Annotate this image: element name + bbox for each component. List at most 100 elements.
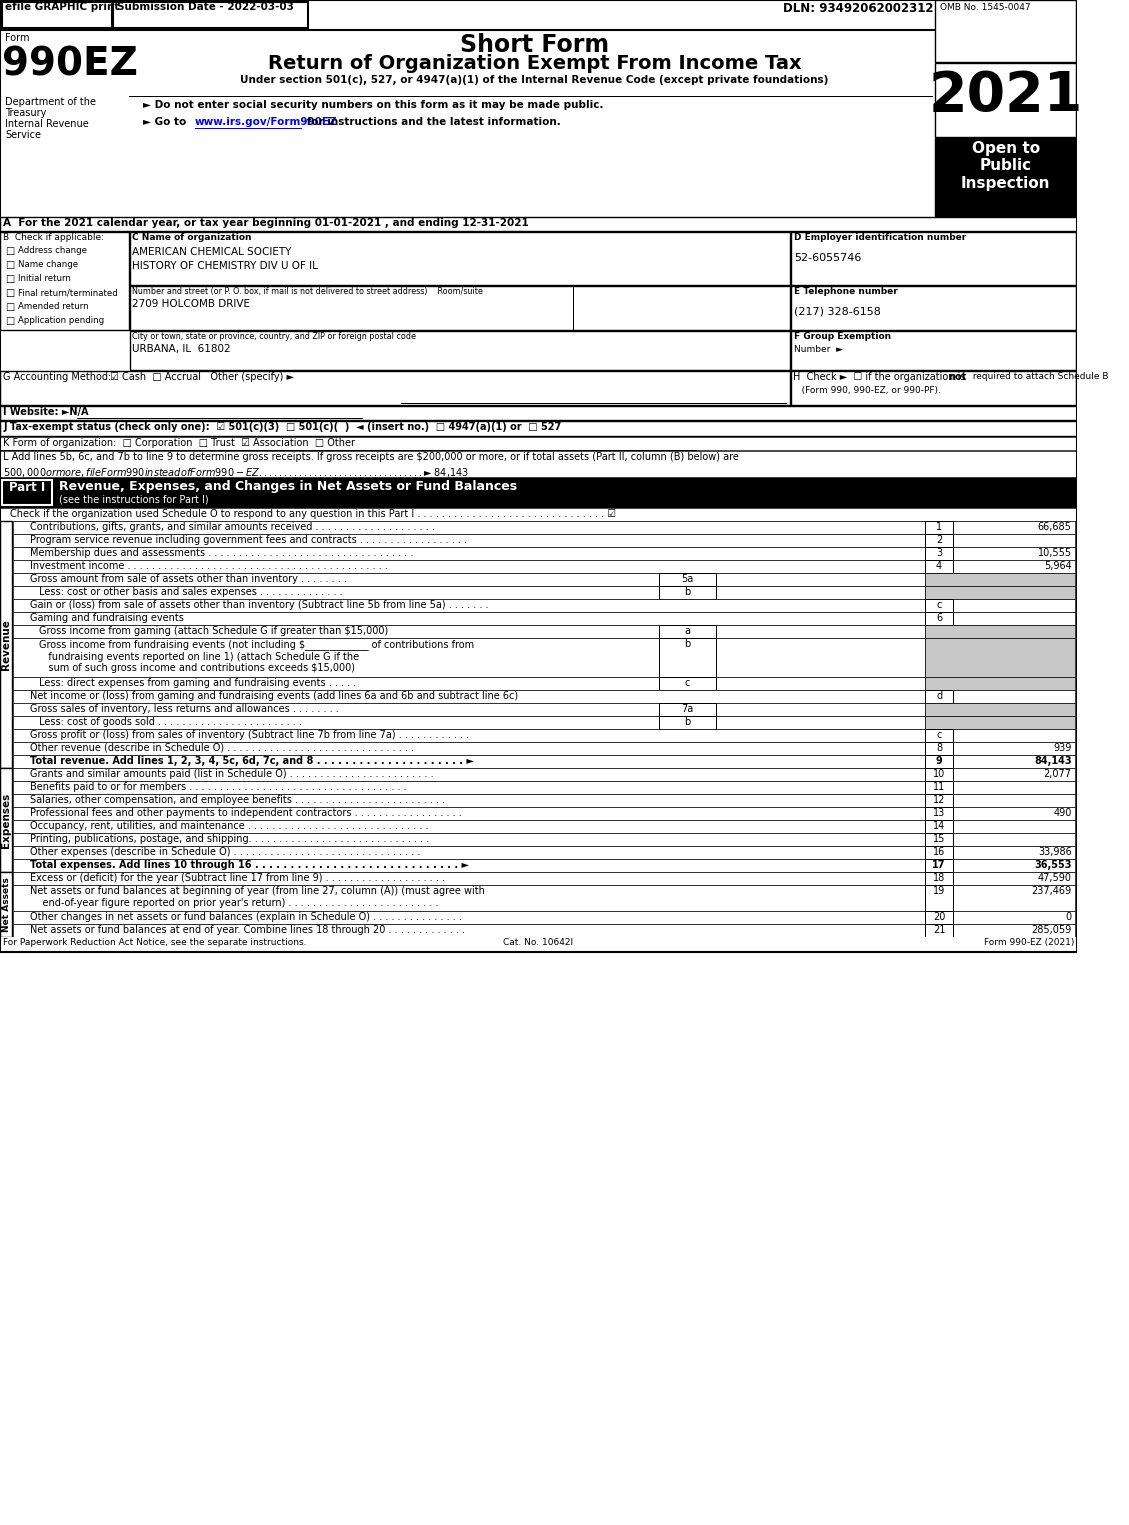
Text: □: □ [6,246,15,256]
Bar [12,612,925,625]
Text: b: b [684,587,690,596]
Text: a: a [684,625,690,636]
Bar [925,795,953,807]
Bar [925,781,953,795]
Bar [925,833,953,846]
Bar [925,859,953,872]
Text: Net Assets: Net Assets [1,877,10,932]
Text: J Tax-exempt status (check only one):  ☑ 501(c)(3)  □ 501(c)(  )  ◄ (insert no.): J Tax-exempt status (check only one): ☑ … [3,422,561,432]
Bar [0,522,11,769]
Bar [12,859,925,872]
Bar [925,884,953,910]
Bar [12,717,925,729]
Text: Short Form: Short Form [460,34,610,56]
Bar [12,924,925,936]
Bar [130,287,790,329]
Text: 20: 20 [933,912,945,923]
Text: 33,986: 33,986 [1038,846,1071,857]
Bar [12,625,925,637]
Bar [12,703,925,717]
Text: C Name of organization: C Name of organization [132,233,252,242]
Text: 1: 1 [936,522,942,532]
Text: 2021: 2021 [929,69,1083,124]
Bar [0,936,1077,952]
Text: Check if the organization used Schedule O to respond to any question in this Par: Check if the organization used Schedule … [10,509,616,518]
Text: 17: 17 [933,860,946,869]
Bar [12,586,925,599]
Bar [925,755,953,769]
Text: B  Check if applicable:: B Check if applicable: [3,233,104,242]
Bar [925,547,1075,560]
Bar [925,820,1075,833]
Bar [12,807,925,820]
Bar [658,637,716,677]
Bar [925,924,953,936]
Text: 10,555: 10,555 [1038,547,1071,558]
Bar [0,508,1077,522]
Text: Gain or (loss) from sale of assets other than inventory (Subtract line 5b from l: Gain or (loss) from sale of assets other… [30,599,489,610]
Text: Revenue: Revenue [1,619,11,669]
Text: 21: 21 [933,926,945,935]
Text: 15: 15 [933,834,945,843]
Text: □: □ [6,274,15,284]
Text: 13: 13 [933,808,945,817]
Bar [12,560,925,573]
Bar [925,729,1075,743]
Text: (Form 990, 990-EZ, or 990-PF).: (Form 990, 990-EZ, or 990-PF). [793,386,940,395]
Text: Number  ►: Number ► [794,345,843,354]
Text: □: □ [6,316,15,326]
Text: Under section 501(c), 527, or 4947(a)(1) of the Internal Revenue Code (except pr: Under section 501(c), 527, or 4947(a)(1)… [240,75,829,85]
Text: 19: 19 [933,886,945,897]
Bar [925,795,1075,807]
Text: 237,469: 237,469 [1032,886,1071,897]
Bar [12,795,925,807]
Text: c: c [936,599,942,610]
Text: ► Do not enter social security numbers on this form as it may be made public.: ► Do not enter social security numbers o… [143,101,604,110]
Bar [113,2,308,27]
Text: Open to
Public
Inspection: Open to Public Inspection [961,140,1051,191]
Bar [925,846,953,859]
Text: Membership dues and assessments . . . . . . . . . . . . . . . . . . . . . . . . : Membership dues and assessments . . . . … [30,547,413,558]
Text: www.irs.gov/Form990EZ: www.irs.gov/Form990EZ [195,117,338,127]
Text: OMB No. 1545-0047: OMB No. 1545-0047 [940,3,1031,12]
Bar [935,63,1076,137]
Bar [12,573,925,586]
Text: 2,077: 2,077 [1043,769,1071,779]
Bar [925,689,953,703]
Text: 4: 4 [936,561,942,570]
Text: 14: 14 [933,820,945,831]
Bar [925,534,1075,547]
Text: Gross sales of inventory, less returns and allowances . . . . . . . .: Gross sales of inventory, less returns a… [30,705,339,714]
Bar [925,859,1075,872]
Bar [658,717,716,729]
Text: Return of Organization Exempt From Income Tax: Return of Organization Exempt From Incom… [268,53,802,73]
Text: Submission Date - 2022-03-03: Submission Date - 2022-03-03 [116,2,294,12]
Text: Cat. No. 10642I: Cat. No. 10642I [504,938,574,947]
Bar [0,438,1077,450]
Bar [12,872,925,884]
Text: 9: 9 [936,756,943,766]
Text: Initial return: Initial return [18,274,70,284]
Bar [925,689,1075,703]
Text: 5a: 5a [681,573,693,584]
Bar [925,755,1075,769]
Text: Net income or (loss) from gaming and fundraising events (add lines 6a and 6b and: Net income or (loss) from gaming and fun… [30,691,518,702]
Bar [925,910,953,924]
Bar [0,421,1077,436]
Bar [925,769,1075,781]
Bar [925,522,1075,534]
Bar [925,522,953,534]
Text: not: not [948,372,966,381]
Text: 52-6055746: 52-6055746 [794,253,861,262]
Bar [935,0,1076,63]
Bar [925,599,1075,612]
Text: Other revenue (describe in Schedule O) . . . . . . . . . . . . . . . . . . . . .: Other revenue (describe in Schedule O) .… [30,743,414,753]
Bar [12,599,925,612]
Bar [12,910,925,924]
Text: G Accounting Method:: G Accounting Method: [3,372,112,381]
Bar [130,331,790,371]
Bar [925,560,953,573]
Bar [0,477,1077,506]
Text: Total expenses. Add lines 10 through 16 . . . . . . . . . . . . . . . . . . . . : Total expenses. Add lines 10 through 16 … [30,860,469,869]
Text: 3: 3 [936,547,942,558]
